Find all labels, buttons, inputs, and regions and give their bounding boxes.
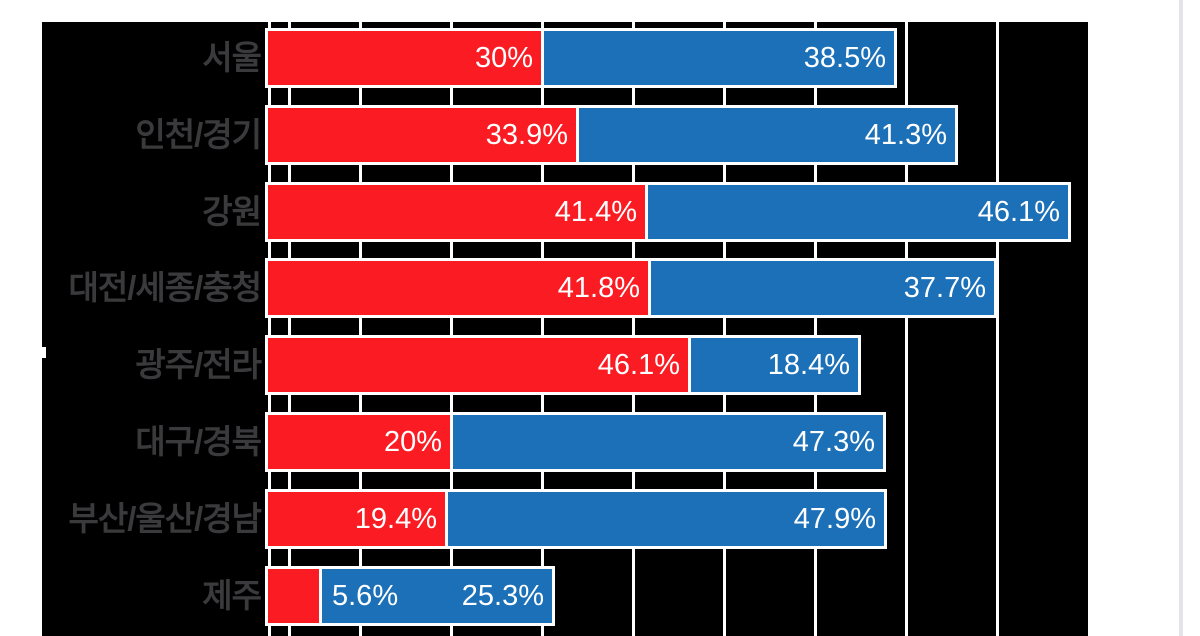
red-bar-segment: 33.9%	[268, 108, 576, 162]
blue-value-label: 37.7%	[903, 272, 986, 304]
blue-value-label: 18.4%	[767, 349, 850, 381]
category-label: 인천/경기	[135, 116, 262, 153]
red-bar-segment: 19.4%	[268, 492, 445, 546]
category-label: 부산/울산/경남	[68, 500, 263, 537]
gridline	[814, 22, 817, 636]
red-value-label: 33.9%	[485, 119, 568, 151]
stacked-bar: 20% 47.3%	[265, 412, 886, 472]
gridline	[723, 22, 726, 636]
blue-value-label: 38.5%	[803, 42, 886, 74]
stacked-bar: 41.4% 46.1%	[265, 182, 1071, 242]
bar-row: 인천/경기 33.9% 41.3%	[42, 105, 1088, 165]
bar-row: 서울 30% 38.5%	[42, 28, 1088, 88]
blue-bar-segment: 18.4%	[688, 338, 858, 392]
bar-row: 광주/전라 46.1% 18.4%	[42, 335, 1088, 395]
blue-bar-segment: 41.3%	[576, 108, 955, 162]
gridline	[288, 22, 292, 636]
outer-gridline-100pct	[1179, 0, 1183, 636]
gridline	[268, 22, 271, 636]
red-value-label: 41.4%	[554, 196, 637, 228]
gridline	[359, 22, 362, 636]
red-value-label: 41.8%	[557, 272, 640, 304]
stacked-bar: 30% 38.5%	[265, 28, 897, 88]
red-bar-segment: 41.4%	[268, 185, 645, 239]
gridline	[632, 22, 635, 636]
category-label: 대전/세종/충청	[68, 269, 263, 306]
bar-row: 대구/경북 20% 47.3%	[42, 412, 1088, 472]
bar-row: 대전/세종/충청 41.8% 37.7%	[42, 258, 1088, 318]
red-value-label: 19.4%	[354, 503, 437, 535]
red-bar-segment: 5.6%	[268, 569, 398, 623]
blue-value-label: 25.3%	[461, 580, 544, 612]
red-value-label: 20%	[383, 426, 442, 458]
blue-value-label: 46.1%	[977, 196, 1060, 228]
gridline	[541, 22, 544, 636]
red-value-label: 30%	[474, 42, 533, 74]
stacked-bar: 41.8% 37.7%	[265, 258, 997, 318]
category-label: 광주/전라	[135, 346, 262, 383]
red-bar-segment: 46.1%	[268, 338, 688, 392]
gridline	[905, 22, 908, 636]
blue-value-label: 41.3%	[864, 119, 947, 151]
blue-bar-segment: 47.9%	[445, 492, 884, 546]
gridline	[996, 22, 999, 636]
blue-bar-segment: 47.3%	[450, 415, 883, 469]
gridline	[450, 22, 453, 636]
blue-value-label: 47.3%	[792, 426, 875, 458]
blue-bar-segment: 46.1%	[645, 185, 1068, 239]
category-label: 서울	[202, 39, 262, 76]
stacked-bar: 33.9% 41.3%	[265, 105, 958, 165]
category-label: 대구/경북	[135, 423, 262, 460]
plot-area: 서울 30% 38.5% 인천/경기 33.9% 41.3% 강원 41.4%	[42, 22, 1088, 636]
blue-value-label: 47.9%	[793, 503, 876, 535]
red-bar-segment: 41.8%	[268, 261, 648, 315]
blue-bar-segment: 25.3%	[319, 569, 552, 623]
category-label: 강원	[202, 193, 262, 230]
bar-row: 부산/울산/경남 19.4% 47.9%	[42, 489, 1088, 549]
category-label: 제주	[202, 577, 262, 614]
blue-bar-segment: 37.7%	[648, 261, 994, 315]
red-value-label: 5.6%	[332, 580, 399, 612]
bar-row: 강원 41.4% 46.1%	[42, 182, 1088, 242]
red-value-label: 46.1%	[597, 349, 680, 381]
left-edge-artifact	[38, 347, 46, 358]
red-bar-segment: 30%	[268, 31, 541, 85]
bar-row: 제주 5.6% 25.3%	[42, 566, 1088, 626]
stacked-bar: 5.6% 25.3%	[265, 566, 555, 626]
blue-bar-segment: 38.5%	[541, 31, 894, 85]
red-bar-segment: 20%	[268, 415, 450, 469]
stacked-bar: 46.1% 18.4%	[265, 335, 861, 395]
stacked-bar: 19.4% 47.9%	[265, 489, 887, 549]
